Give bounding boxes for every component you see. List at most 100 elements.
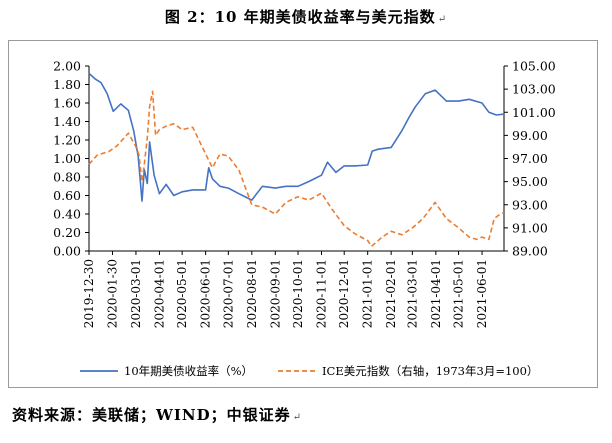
dollar-index-point [307, 199, 309, 201]
treasury-yield-point [495, 114, 497, 116]
source-note: 资料来源：美联储；WIND；中银证券 ↵ [12, 404, 302, 425]
dollar-index-point [108, 150, 110, 152]
x-tick-label: 2020-06-01 [199, 259, 213, 328]
treasury-yield-point [120, 103, 122, 105]
legend: 10年期美债收益率（%） ICE美元指数（右轴，1973年3月=100） [80, 364, 538, 378]
left-tick-label: 2.00 [53, 59, 81, 74]
treasury-yield-point [141, 200, 143, 202]
treasury-yield-point [227, 187, 229, 189]
treasury-yield-line [88, 72, 505, 202]
left-y-axis: 0.00 0.20 0.40 0.60 0.80 1.00 1.20 1.40 1.60 1.80… [53, 59, 90, 259]
dollar-index-point [251, 204, 253, 206]
treasury-yield-point [208, 167, 210, 169]
treasury-yield-point [158, 193, 160, 195]
treasury-yield-point [148, 141, 150, 143]
dollar-index-point [367, 239, 369, 241]
treasury-yield-point [211, 178, 213, 180]
figure-title: 图 2：10 年期美债收益率与美元指数 ↵ [0, 6, 612, 27]
x-tick-label: 2021-04-01 [429, 259, 443, 328]
x-tick-label: 2020-05-01 [175, 259, 189, 328]
dollar-index-point [88, 163, 90, 165]
dollar-index-point [154, 134, 156, 136]
treasury-yield-point [307, 180, 309, 182]
x-tick-label: 2020-03-01 [129, 259, 143, 328]
treasury-yield-point [153, 174, 155, 176]
treasury-yield-point [335, 171, 337, 173]
dollar-index-point [274, 213, 276, 215]
dollar-index-point [238, 169, 240, 171]
x-tick-label: 2020-10-01 [291, 259, 305, 328]
dollar-index-point [422, 217, 424, 219]
dollar-index-point [135, 146, 137, 148]
treasury-yield-series [88, 72, 505, 202]
treasury-yield-point [457, 100, 459, 102]
dollar-index-point [96, 154, 98, 156]
dollar-index-point [165, 125, 167, 127]
treasury-yield-point [503, 113, 505, 115]
dollar-index-point [116, 145, 118, 147]
source-text: 资料来源：美联储；WIND；中银证券 [12, 406, 291, 424]
right-tick-label: 97.00 [512, 151, 548, 166]
dollar-index-point [331, 208, 333, 210]
treasury-yield-point [414, 106, 416, 108]
x-tick-label: 2021-06-01 [475, 259, 489, 328]
dollar-index-point [390, 230, 392, 232]
dollar-index-point [476, 238, 478, 240]
right-tick-label: 95.00 [512, 174, 548, 189]
dollar-index-point [343, 224, 345, 226]
paragraph-mark-icon: ↵ [292, 412, 302, 423]
treasury-yield-point [367, 164, 369, 166]
dollar-index-point [401, 234, 403, 236]
dollar-index-point [146, 137, 148, 139]
dollar-index-point [158, 128, 160, 130]
left-tick-label: 1.00 [53, 151, 81, 166]
treasury-yield-point [371, 150, 373, 152]
treasury-yield-point [297, 185, 299, 187]
dollar-index-point [173, 123, 175, 125]
dollar-index-point [493, 217, 495, 219]
figure-title-text: 图 2：10 年期美债收益率与美元指数 [164, 8, 436, 26]
left-tick-label: 0.00 [53, 244, 81, 259]
treasury-yield-point [285, 185, 287, 187]
treasury-yield-point [238, 193, 240, 195]
treasury-yield-point [408, 116, 410, 118]
treasury-yield-point [434, 89, 436, 91]
legend-label-treasury-yield: 10年期美债收益率（%） [124, 364, 253, 378]
series-layer [88, 72, 505, 248]
x-tick-label: 2020-11-01 [314, 259, 328, 328]
dollar-index-series [88, 90, 505, 248]
dollar-index-point [499, 213, 501, 215]
treasury-yield-point [219, 185, 221, 187]
x-tick-label: 2020-01-30 [105, 259, 119, 328]
right-tick-label: 101.00 [512, 105, 556, 120]
treasury-yield-point [146, 182, 148, 184]
treasury-yield-point [165, 183, 167, 185]
x-tick-label: 2021-01-01 [361, 259, 375, 328]
left-tick-label: 1.40 [53, 114, 81, 129]
dollar-index-line [88, 90, 505, 248]
treasury-yield-point [94, 78, 96, 80]
dollar-index-point [285, 201, 287, 203]
x-axis: 2019-12-30 2020-01-30 2020-03-01 2020-04-01… [82, 250, 504, 328]
dollar-index-point [151, 90, 153, 92]
dollar-index-point [411, 227, 413, 229]
treasury-yield-point [261, 185, 263, 187]
dollar-index-point [138, 154, 140, 156]
dollar-index-point [481, 236, 483, 238]
dollar-index-point [204, 153, 206, 155]
x-tick-label: 2021-02-01 [384, 259, 398, 328]
dollar-index-point [434, 201, 436, 203]
paragraph-mark-icon: ↵ [437, 14, 448, 25]
treasury-yield-point [88, 72, 90, 74]
treasury-yield-point [100, 82, 102, 84]
left-tick-label: 1.80 [53, 77, 81, 92]
right-tick-label: 99.00 [512, 128, 548, 143]
right-tick-label: 105.00 [512, 59, 556, 74]
chart-frame [8, 40, 598, 388]
left-tick-label: 0.40 [53, 207, 81, 222]
treasury-yield-point [481, 102, 483, 104]
left-tick-label: 1.20 [53, 133, 81, 148]
dollar-index-point [227, 155, 229, 157]
treasury-yield-point [354, 165, 356, 167]
right-tick-label: 103.00 [512, 82, 556, 97]
